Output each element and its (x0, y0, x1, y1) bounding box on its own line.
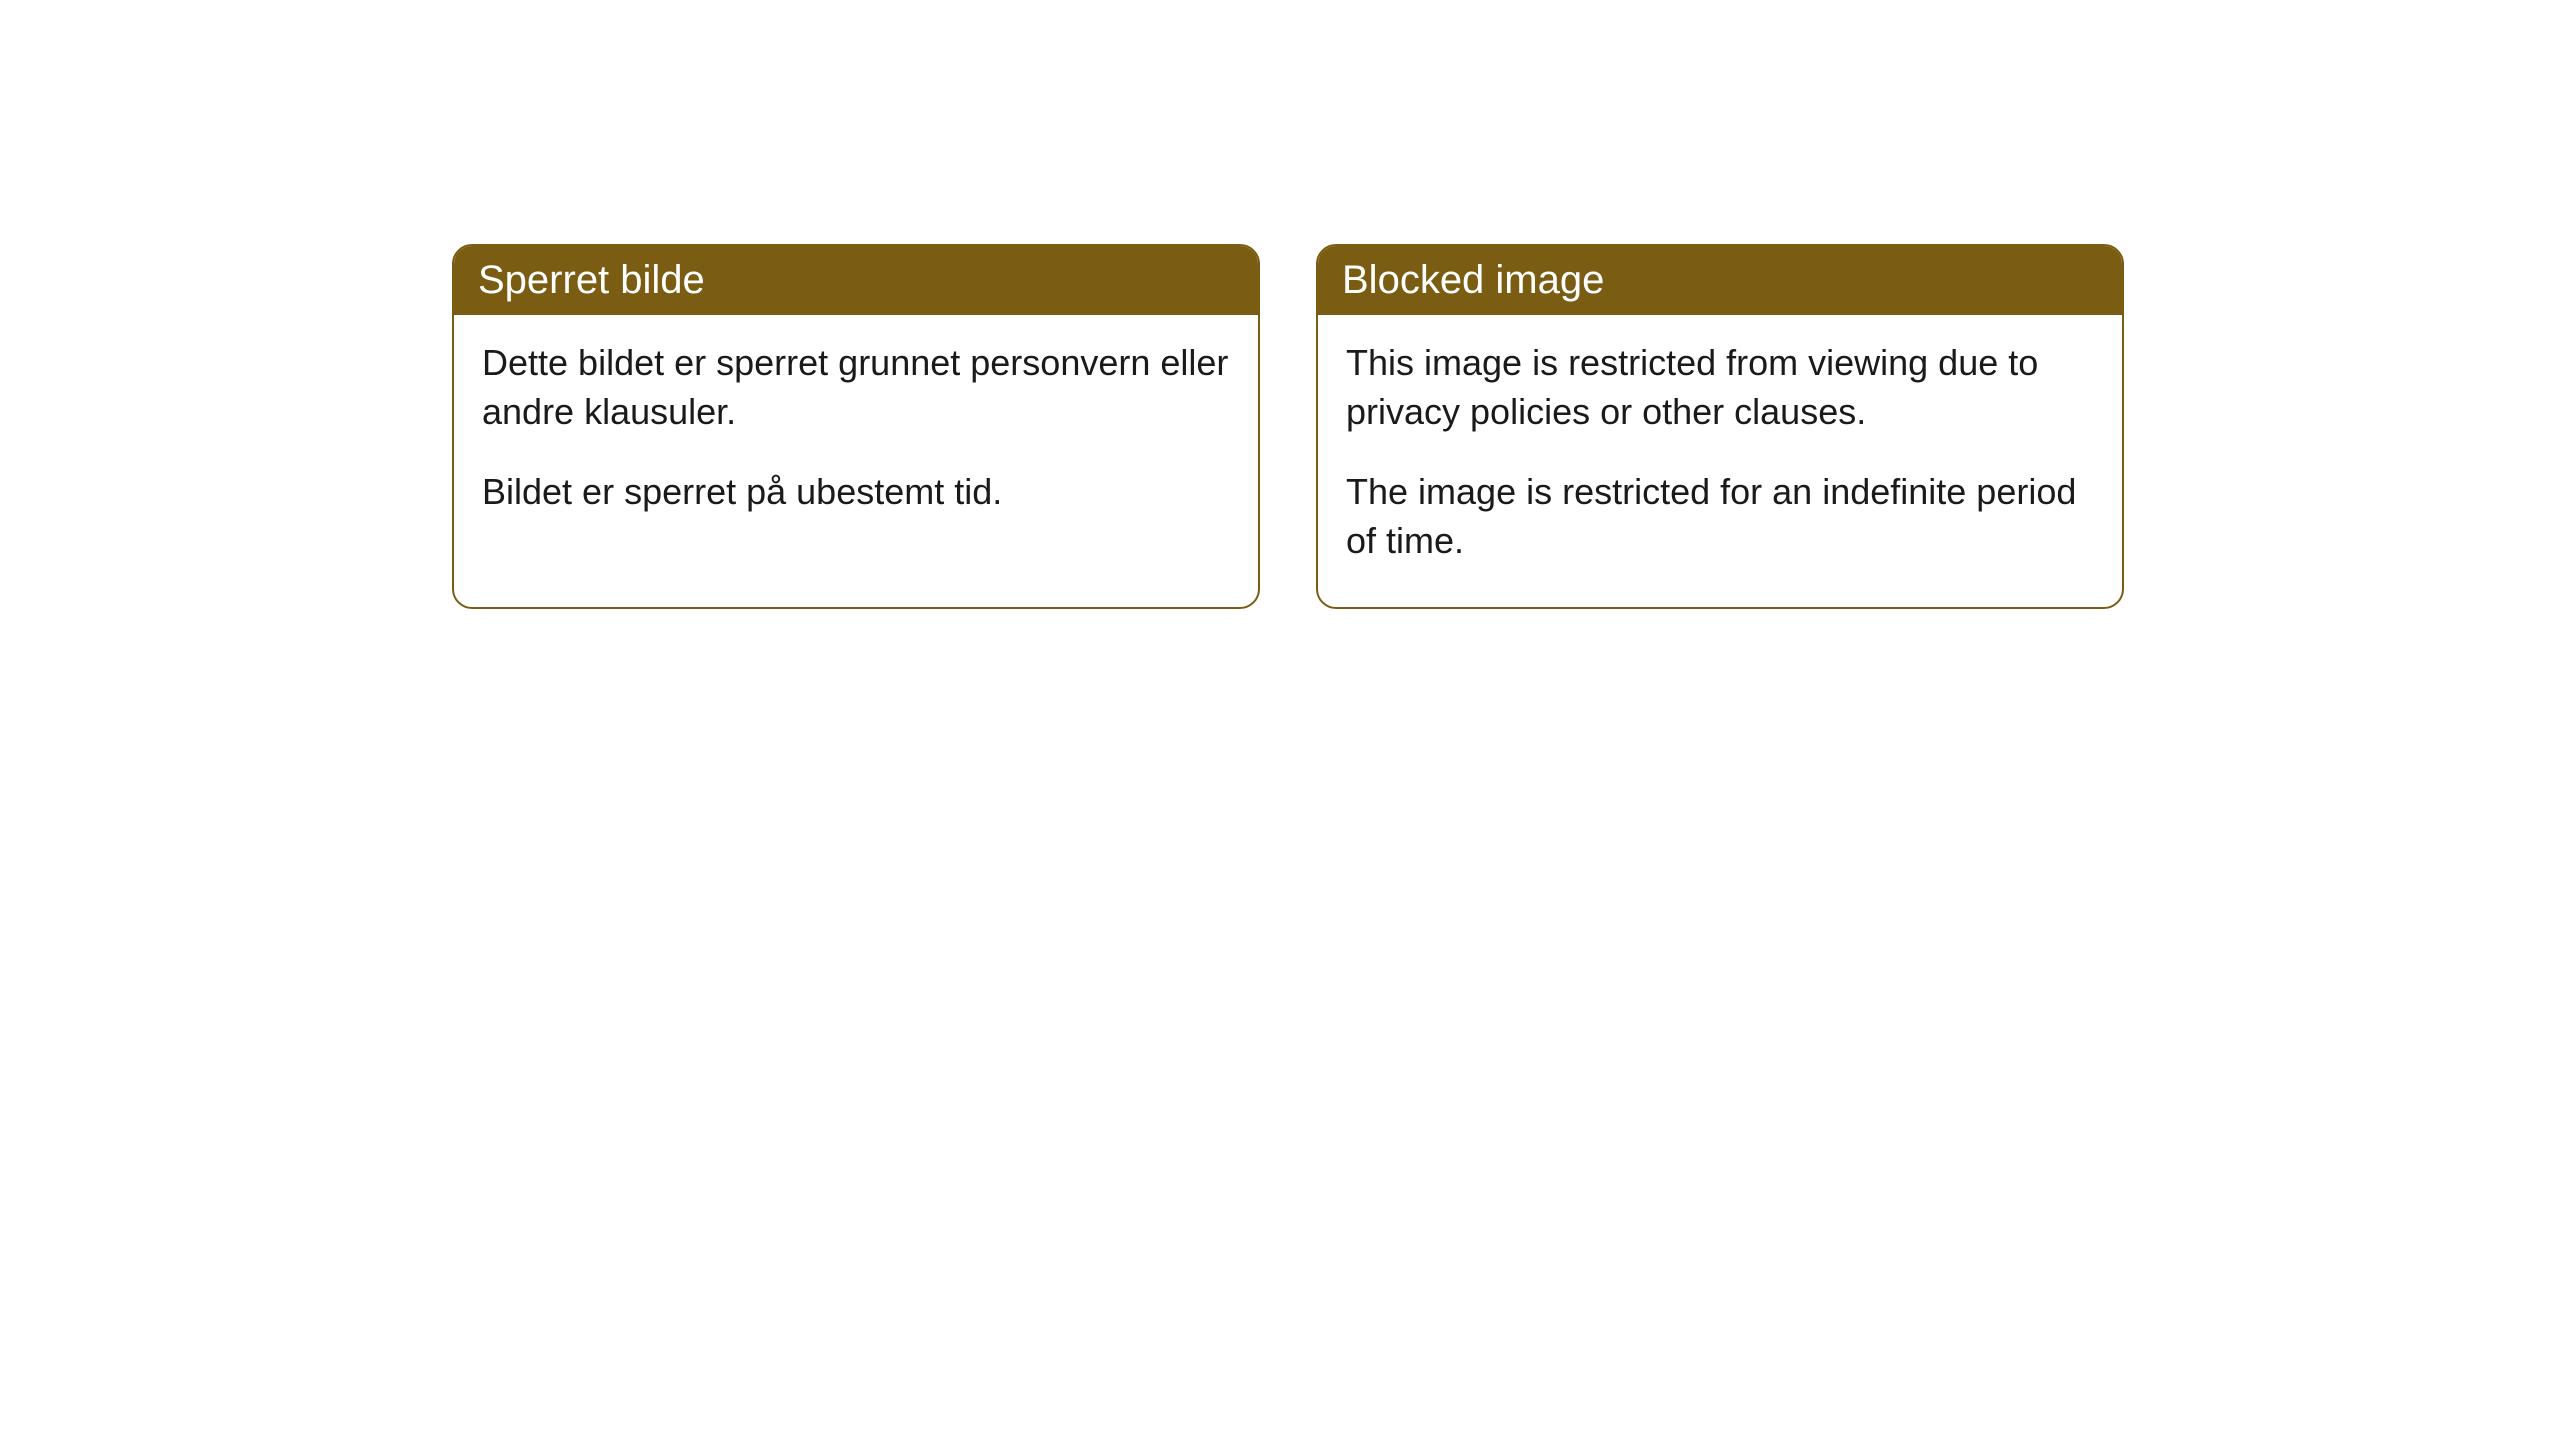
card-body-line-1: Dette bildet er sperret grunnet personve… (482, 339, 1230, 436)
blocked-image-card-english: Blocked image This image is restricted f… (1316, 244, 2124, 609)
card-body: Dette bildet er sperret grunnet personve… (454, 315, 1258, 559)
card-body-line-2: The image is restricted for an indefinit… (1346, 468, 2094, 565)
cards-container: Sperret bilde Dette bildet er sperret gr… (0, 0, 2560, 609)
card-body-line-1: This image is restricted from viewing du… (1346, 339, 2094, 436)
card-header: Blocked image (1318, 246, 2122, 315)
card-body-line-2: Bildet er sperret på ubestemt tid. (482, 468, 1230, 517)
card-body: This image is restricted from viewing du… (1318, 315, 2122, 607)
blocked-image-card-norwegian: Sperret bilde Dette bildet er sperret gr… (452, 244, 1260, 609)
card-header: Sperret bilde (454, 246, 1258, 315)
